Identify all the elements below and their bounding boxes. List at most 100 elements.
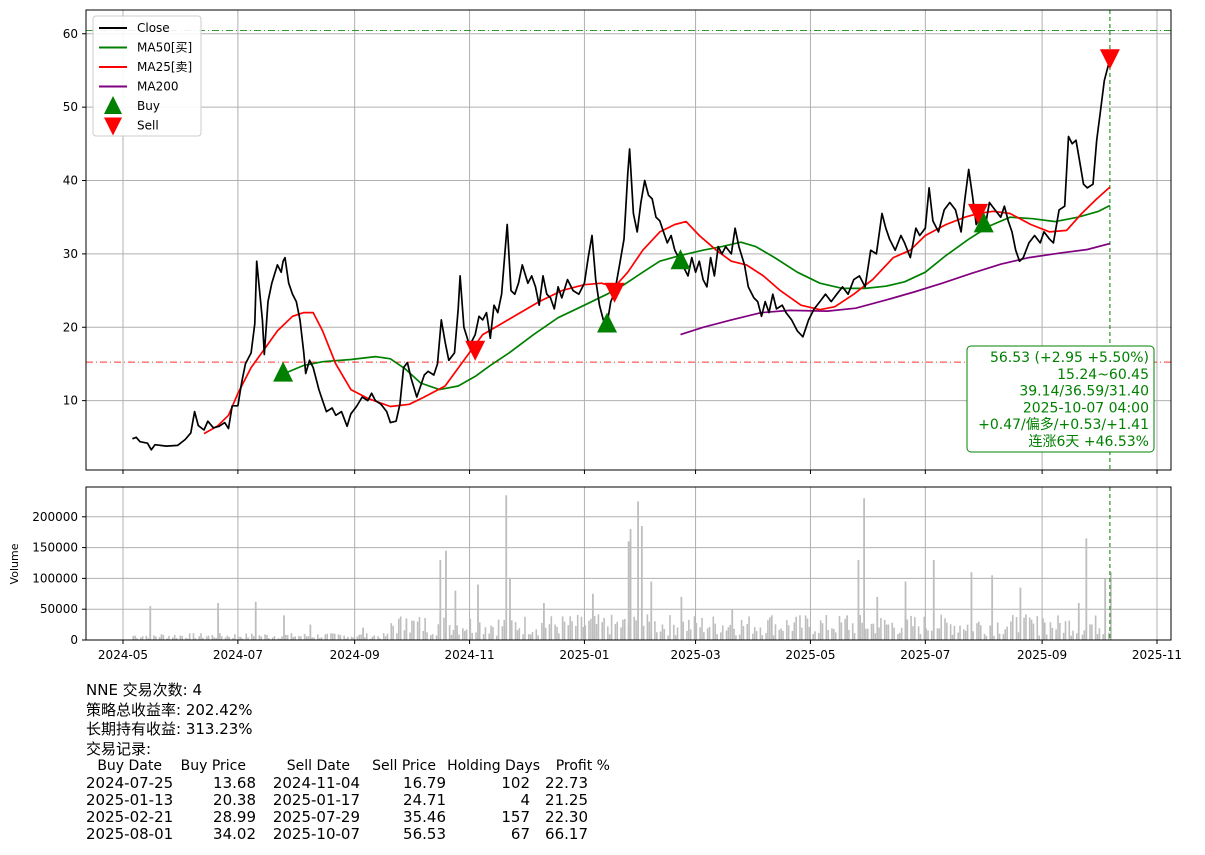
volume-bar [550,616,553,640]
volume-bar [985,635,988,640]
sell-price-cell: 16.79 [403,774,446,792]
volume-bar [251,633,253,640]
volume-bar [445,550,447,640]
volume-bar [932,559,935,640]
legend-sell-swatch [104,117,122,136]
volume-bar [418,617,421,640]
ma50-line [277,204,1111,391]
volume-bar [452,629,455,640]
volume-bar [688,619,690,640]
volume-bar [373,635,376,640]
volume-bar [793,622,796,640]
volume-bar [1011,615,1014,640]
volume-bar [738,634,741,640]
y-tick-label: 100000 [32,571,78,585]
volume-bar [254,601,257,640]
volume-bar [1038,635,1040,640]
volume-bar [680,596,683,640]
x-tick-label: 2025-09 [1017,648,1067,662]
volume-bar [141,636,144,640]
volume-bar [527,634,530,640]
volume-bar [462,628,464,640]
volume-bar [712,616,715,640]
volume-bar [812,634,814,640]
volume-bar [548,624,551,640]
volume-bar [742,626,745,640]
volume-bar [326,633,329,640]
volume-bar [765,633,767,640]
volume-bar [439,559,442,640]
volume-bar [808,626,811,640]
volume-bar [597,614,600,640]
volume-bar [300,636,302,640]
volume-bar [795,616,797,640]
volume-bar [1042,618,1044,640]
volume-bar [650,581,653,640]
volume-bar [801,627,803,640]
volume-bar [791,630,794,640]
volume-bar [904,581,907,640]
volume-bar [976,623,978,640]
volume-bar [264,634,266,640]
buy-date-cell: 2025-08-01 [86,825,174,843]
volume-bar [627,541,630,640]
volume-bar [752,633,754,640]
volume-bar [198,636,200,640]
profit-cell: 22.30 [545,808,588,826]
volume-bar [1094,615,1097,640]
volume-bar [266,635,268,640]
sell-marker [604,282,625,303]
volume-bar [424,617,426,640]
volume-bar [951,634,954,640]
volume-bar [648,621,651,640]
volume-bar [171,637,174,640]
sell-price-cell: 35.46 [403,808,446,826]
volume-bar [983,633,986,640]
volume-bar [303,633,306,640]
volume-bar [874,633,877,640]
volume-bar [392,625,394,640]
volume-bar [759,627,762,640]
volume-bar [277,638,280,640]
volume-bar [364,637,366,640]
volume-bar [708,626,711,640]
volume-bar [588,620,590,640]
volume-bar [273,636,276,640]
volume-bar [753,627,756,640]
volume-bar [313,637,315,640]
volume-bar [940,614,943,640]
volume-bar [863,498,865,640]
volume-bar [488,633,490,640]
buy-marker [273,361,294,382]
volume-bar [518,628,521,640]
volume-bar [957,632,959,640]
volume-bar [220,636,223,640]
volume-bar [689,629,692,640]
volume-bar [740,619,743,640]
sell-marker [1099,49,1120,70]
volume-bar [857,559,860,640]
volume-bar [411,620,413,640]
volume-bar [1062,632,1065,640]
hold-return: 长期持有收益: 313.23% [86,720,253,738]
volume-bar [450,634,453,640]
y-tick-label: 60 [63,27,78,41]
table-row: 2025-01-13 20.38 2025-01-17 24.71 4 21.2… [86,792,610,809]
volume-bar [607,626,609,640]
volume-bar [637,501,639,640]
volume-bar [870,623,873,640]
volume-bar [1036,616,1039,640]
buy-date-cell: 2025-01-13 [86,791,174,809]
volume-bar [865,628,867,640]
volume-bar [318,638,321,640]
volume-bar [917,626,920,640]
volume-bar [215,637,217,640]
buy-price-cell: 34.02 [213,825,256,843]
volume-bar [919,634,922,640]
volume-bar [949,624,952,640]
volume-bar [661,624,664,640]
volume-bar [729,624,732,640]
volume-bar [294,636,296,640]
volume-bar [787,625,790,640]
volume-bar [324,634,327,640]
